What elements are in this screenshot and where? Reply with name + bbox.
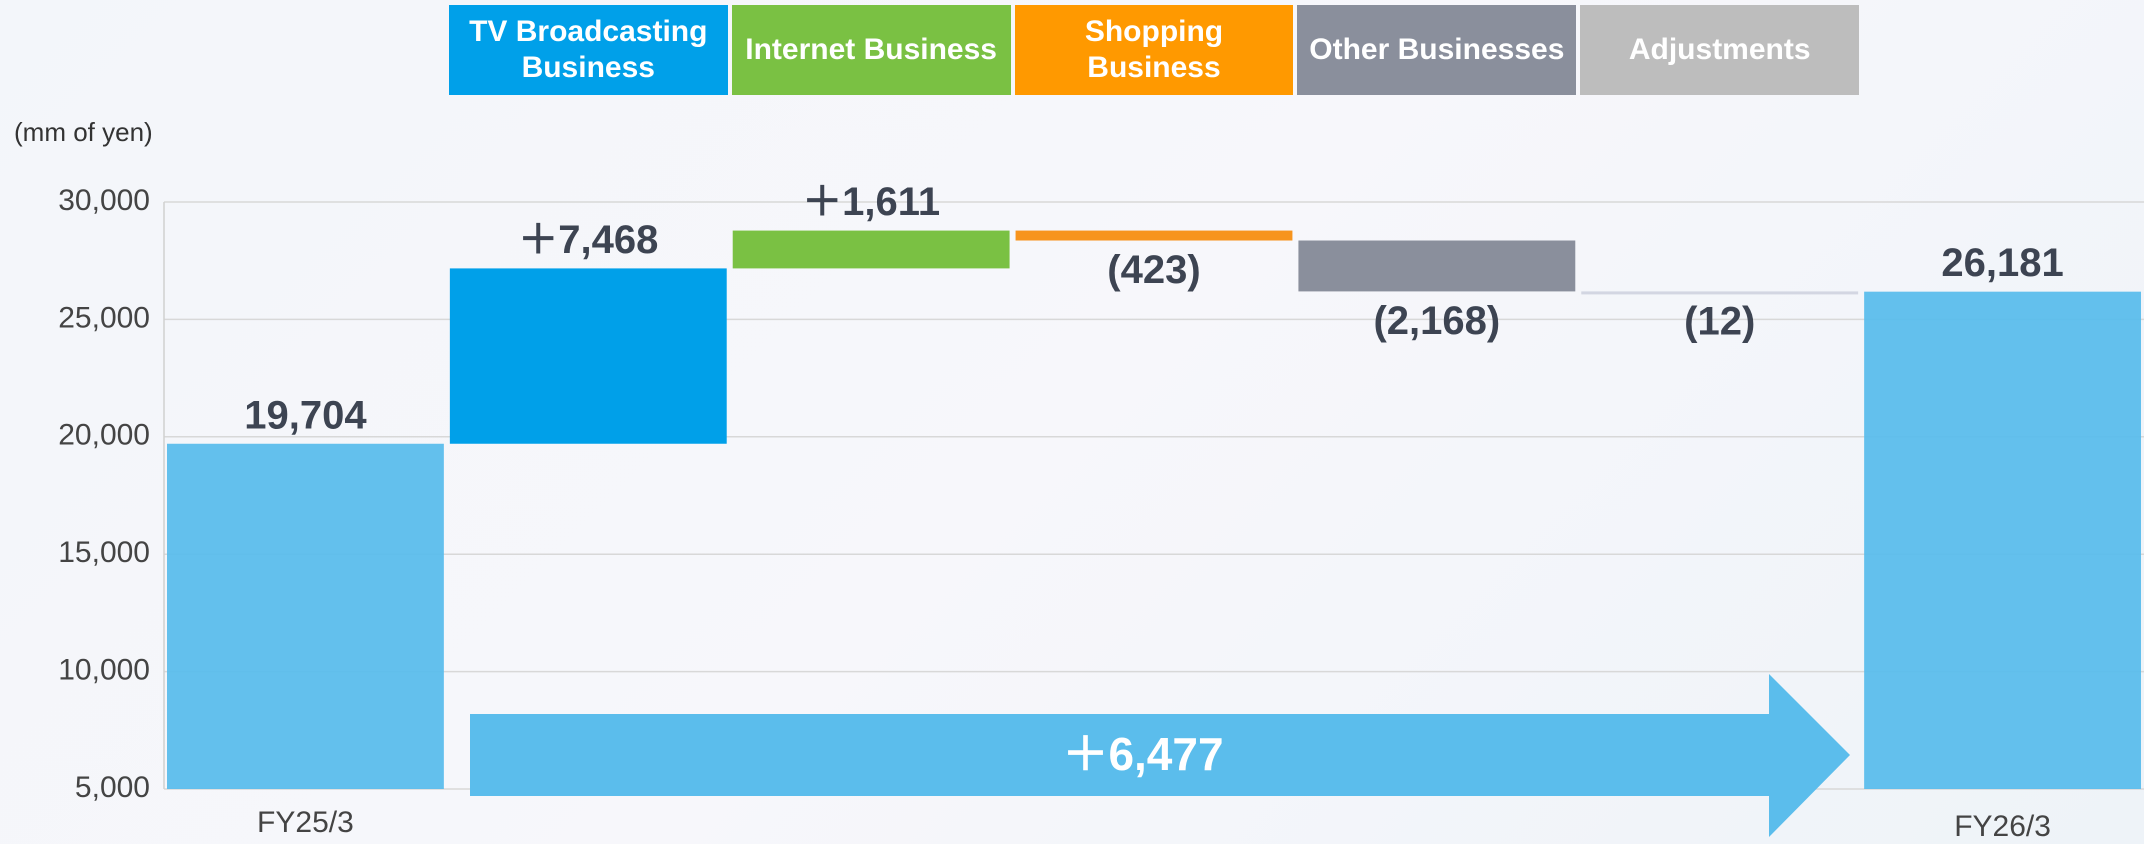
category-header: Adjustments xyxy=(1580,5,1860,95)
category-header: Other Businesses xyxy=(1297,5,1577,95)
arrow-label: ＋6,477 xyxy=(1062,728,1223,780)
y-tick-label: 20,000 xyxy=(58,419,150,452)
bar xyxy=(1015,230,1293,241)
value-label: 26,181 xyxy=(1941,241,2063,285)
x-tick-label: FY25/3 xyxy=(257,806,354,839)
x-tick-label: FY26/3 xyxy=(1954,810,2051,843)
value-label: ＋7,468 xyxy=(518,218,658,262)
bar xyxy=(449,268,727,444)
value-label: (423) xyxy=(1107,248,1200,292)
total-arrow xyxy=(470,674,1850,837)
bar xyxy=(1581,291,1859,295)
y-tick-label: 25,000 xyxy=(58,301,150,334)
category-header: Internet Business xyxy=(731,5,1011,95)
category-header: Shopping Business xyxy=(1014,5,1294,95)
value-label: (12) xyxy=(1684,299,1755,343)
bar xyxy=(1298,240,1576,292)
category-header: TV Broadcasting Business xyxy=(448,5,728,95)
y-tick-label: 10,000 xyxy=(58,654,150,687)
unit-label: (mm of yen) xyxy=(14,117,153,147)
value-label: ＋1,611 xyxy=(802,180,940,224)
bar xyxy=(732,230,1010,269)
y-tick-label: 15,000 xyxy=(58,536,150,569)
bar xyxy=(167,443,444,789)
value-label: 19,704 xyxy=(244,393,367,437)
y-tick-label: 30,000 xyxy=(58,184,150,217)
value-label: (2,168) xyxy=(1373,299,1500,343)
bar xyxy=(1864,291,2141,789)
y-tick-label: 5,000 xyxy=(75,771,150,804)
